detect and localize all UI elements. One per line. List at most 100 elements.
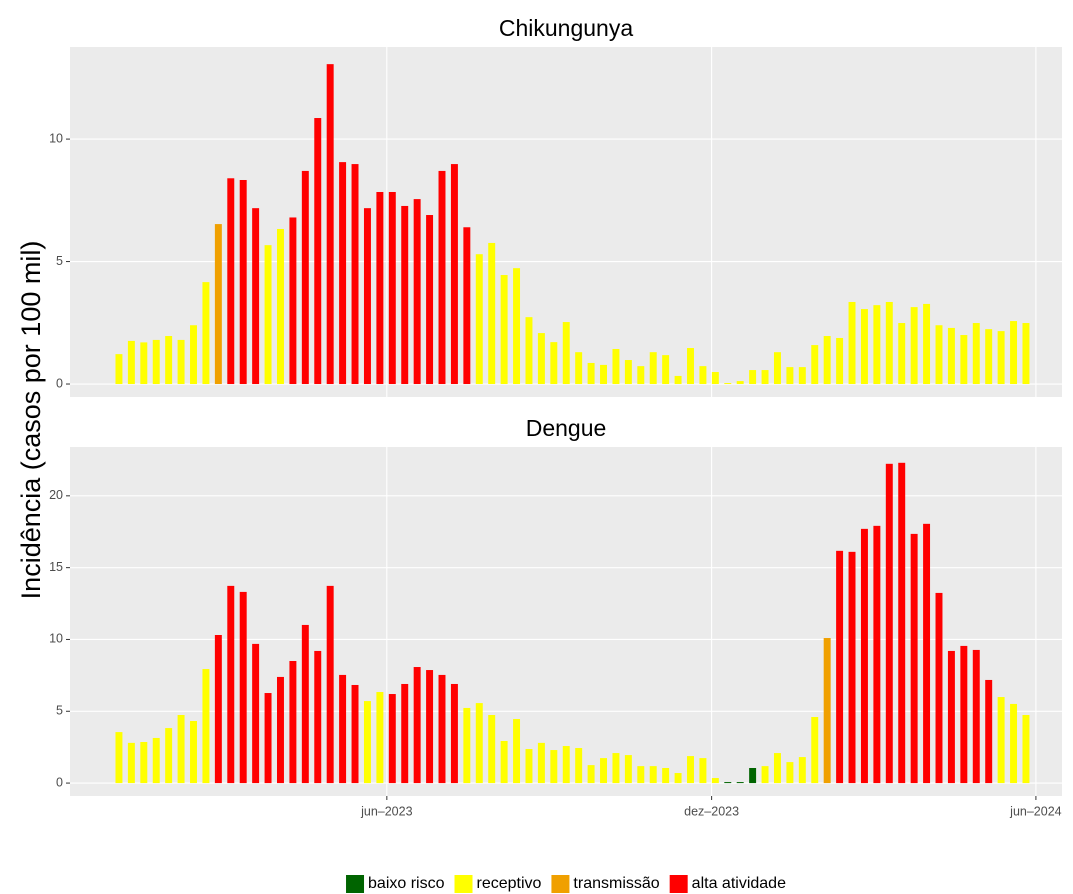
y-tick-label: 10 (49, 131, 63, 145)
bar (326, 585, 334, 784)
bar (550, 750, 558, 784)
bar (264, 245, 272, 385)
bar (960, 645, 968, 784)
legend-swatch (454, 875, 473, 893)
bar (190, 721, 197, 784)
bar (475, 254, 483, 385)
bar (550, 342, 558, 385)
bar (711, 778, 719, 784)
bar (711, 372, 719, 385)
bar (289, 217, 297, 385)
bar (786, 762, 794, 784)
bar (413, 667, 421, 784)
legend-swatch (346, 875, 365, 893)
legend-label: baixo risco (368, 875, 445, 892)
bar (674, 773, 682, 784)
bar (426, 215, 434, 385)
y-tick-label: 0 (56, 775, 63, 789)
legend-swatch (669, 875, 688, 893)
bar (388, 694, 396, 784)
bar (811, 345, 819, 385)
x-tick-label: dez–2023 (684, 804, 739, 818)
bar (1010, 321, 1018, 385)
bar (450, 164, 458, 385)
bar (935, 325, 943, 385)
bar (202, 282, 210, 385)
bar (426, 670, 434, 784)
bar (115, 732, 123, 784)
bar (724, 782, 732, 784)
bar (413, 199, 421, 385)
bar (624, 755, 632, 784)
legend-item: alta atividade (669, 875, 786, 893)
bar (587, 765, 595, 784)
bar (363, 701, 371, 784)
bar (600, 758, 608, 784)
bar (314, 650, 322, 784)
bar (898, 462, 906, 784)
bar (662, 767, 670, 784)
bar (985, 329, 993, 385)
bar (401, 683, 409, 784)
bar (823, 638, 831, 784)
panel-background (70, 447, 1062, 796)
bar (513, 719, 521, 784)
legend-item: receptivo (454, 875, 542, 893)
bar (873, 525, 881, 784)
bar (1022, 323, 1030, 385)
bar (674, 375, 682, 385)
bar (376, 692, 384, 784)
bar (500, 275, 508, 385)
bar (761, 370, 769, 385)
legend-item: baixo risco (346, 875, 445, 893)
y-tick-label: 15 (49, 560, 63, 574)
bar (227, 178, 235, 385)
bar (127, 340, 135, 385)
bar (885, 301, 893, 385)
legend-label: transmissão (573, 875, 659, 892)
bar (214, 224, 222, 385)
bar (587, 362, 595, 385)
bar (339, 162, 347, 385)
bar (1010, 703, 1018, 784)
bar (873, 305, 881, 385)
bar (798, 757, 806, 784)
bar (687, 348, 694, 385)
bar (562, 322, 570, 385)
bar (239, 179, 247, 385)
bar (910, 533, 918, 784)
bar (513, 268, 521, 385)
y-tick-label: 0 (56, 376, 63, 390)
y-tick-label: 10 (49, 632, 63, 646)
bar (600, 364, 608, 385)
x-tick-label: jun–2024 (1009, 804, 1061, 818)
bar (910, 307, 918, 385)
bar (960, 335, 968, 385)
bar (463, 707, 471, 784)
bar (438, 674, 446, 784)
bar (177, 714, 185, 784)
bar (736, 381, 744, 385)
bar (165, 728, 173, 784)
bar (537, 333, 545, 385)
bar (624, 360, 632, 385)
bar (152, 339, 160, 385)
bar (239, 591, 247, 784)
bar (190, 325, 197, 385)
bar (252, 643, 260, 784)
bar (649, 766, 657, 784)
bar (401, 205, 409, 385)
y-tick-label: 5 (56, 704, 63, 718)
bar (276, 676, 284, 784)
bar (177, 339, 185, 385)
bar (649, 352, 657, 385)
bar (811, 717, 819, 784)
bar (836, 337, 844, 385)
bar (860, 528, 868, 784)
bar (786, 367, 794, 385)
bar (500, 740, 508, 784)
bar (475, 703, 483, 784)
bar (438, 170, 446, 385)
bar (773, 352, 781, 385)
